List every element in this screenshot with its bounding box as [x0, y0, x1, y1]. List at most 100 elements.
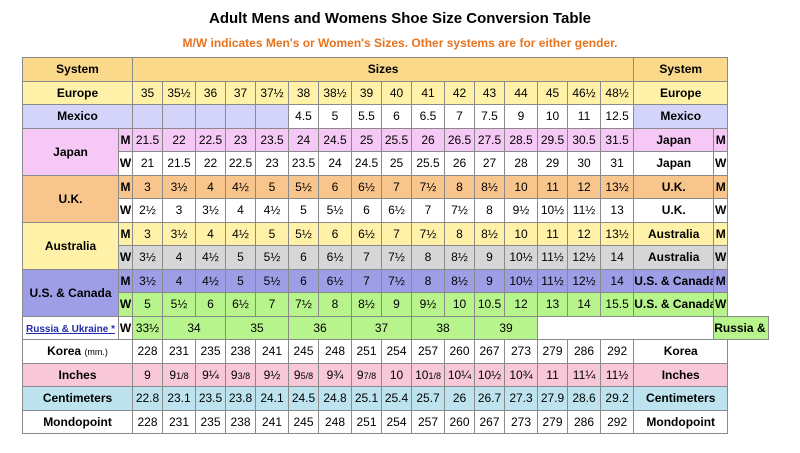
women-marker: W: [117, 198, 134, 223]
cell: 4.5: [288, 104, 320, 129]
cell: 10½: [537, 198, 569, 223]
women-marker-right: W: [713, 245, 729, 270]
header-row: System Sizes System: [21, 57, 769, 82]
cell: 12: [567, 174, 602, 199]
cell: 7½: [381, 268, 413, 293]
mexico-row: Mexico 4.5 5 5.5 6 6.5 7 7.5 9 10 11 12.…: [21, 104, 769, 129]
cell: 6: [195, 292, 227, 317]
cell: 4: [195, 221, 227, 246]
cell: 4½: [255, 198, 290, 223]
cell: 22: [195, 151, 227, 176]
cell: 24.5: [318, 127, 353, 152]
cell: 12½: [567, 245, 602, 270]
cell: 11: [537, 221, 569, 246]
centimeters-row: Centimeters 22.8 23.1 23.5 23.8 24.1 24.…: [21, 386, 769, 411]
russia-label-cell[interactable]: Russia & Ukraine *: [22, 315, 119, 340]
women-marker-right: W: [713, 198, 729, 223]
cell: 11½: [537, 268, 569, 293]
cell: 7½: [411, 174, 446, 199]
europe-row: Europe 35 35½ 36 37 37½ 38 38½ 39 40 41 …: [21, 80, 769, 105]
men-marker-right: M: [713, 221, 729, 246]
cell: 24: [288, 127, 320, 152]
cell: 9¼: [195, 362, 227, 387]
cell: 28: [504, 151, 539, 176]
cell: 254: [381, 409, 413, 434]
cell: 31.5: [600, 127, 635, 152]
system-header-left: System: [21, 57, 134, 82]
cell: 24.5: [288, 386, 320, 411]
cell: 231: [162, 409, 197, 434]
system-header-right: System: [633, 57, 729, 82]
cell: 6½: [318, 245, 353, 270]
cell: 279: [537, 409, 569, 434]
cell: 10½: [504, 245, 539, 270]
cell: 26: [444, 386, 476, 411]
cell: 38: [411, 315, 476, 340]
cell: 6½: [225, 292, 257, 317]
cell: 279: [537, 339, 569, 364]
cell: 9: [474, 268, 506, 293]
cell: 13: [600, 198, 635, 223]
cell: 286: [567, 409, 602, 434]
cell: 28.5: [504, 127, 539, 152]
cell: 15.5: [600, 292, 635, 317]
cell: 6.5: [411, 104, 446, 129]
mondopoint-label: Mondopoint: [21, 409, 134, 434]
australia-m-label-right: Australia: [633, 221, 715, 246]
cell: 13½: [600, 221, 635, 246]
cell: 6: [288, 245, 320, 270]
cell-fraction: 1/8: [428, 370, 441, 381]
cell: 21: [132, 151, 164, 176]
cell: 4½: [225, 221, 257, 246]
cell: 23.8: [225, 386, 257, 411]
cell-fraction: 5/8: [300, 370, 314, 381]
cell: 292: [600, 409, 635, 434]
cell: 238: [225, 339, 257, 364]
men-marker-right: M: [713, 127, 729, 152]
cell-fraction: 1/8: [176, 370, 189, 381]
cell: 8: [411, 245, 446, 270]
cell: 5½: [318, 198, 353, 223]
cell: 21.5: [162, 151, 197, 176]
japan-w-row: W 21 21.5 22 22.5 23 23.5 24 24.5 25 25.…: [22, 151, 769, 176]
russia-ukraine-link[interactable]: Russia & Ukraine *: [26, 323, 115, 335]
women-marker-right: W: [713, 151, 729, 176]
cell: 3½: [162, 174, 197, 199]
cell: 6: [288, 268, 320, 293]
korea-row: Korea (mm.) 228 231 235 238 241 245 248 …: [21, 339, 769, 364]
cell: 10¾: [504, 362, 539, 387]
cell: 27.5: [474, 127, 506, 152]
cell: 43: [474, 80, 506, 105]
cell: 12½: [567, 268, 602, 293]
cell-fraction: 3/8: [237, 370, 251, 381]
cell: 21.5: [132, 127, 164, 152]
uk-m-row: U.K. M 3 3½ 4 4½ 5 5½ 6 6½ 7 7½ 8 8½ 10 …: [22, 174, 769, 223]
japan-w-label-right: Japan: [633, 151, 715, 176]
cell: 7½: [381, 245, 413, 270]
cell: 11: [537, 362, 569, 387]
sizes-header: Sizes: [132, 57, 635, 82]
men-marker-right: M: [713, 174, 729, 199]
cell: 36: [288, 315, 353, 340]
cell: 12: [504, 292, 539, 317]
cell-whole: 9: [356, 367, 364, 382]
cell: 7½: [411, 221, 446, 246]
cell: 3: [132, 174, 164, 199]
cell: 5½: [255, 268, 290, 293]
men-marker: M: [117, 221, 134, 246]
cell: 2½: [132, 198, 164, 223]
cell: 12: [567, 221, 602, 246]
cell: 4: [162, 245, 197, 270]
us-canada-label: U.S. & Canada: [22, 268, 119, 317]
cell: 9: [132, 362, 164, 387]
cell: [225, 104, 257, 129]
cell: 8: [411, 268, 446, 293]
cell-empty: [537, 315, 715, 340]
cell: 8: [444, 174, 476, 199]
japan-label: Japan: [22, 127, 119, 176]
cell: 7: [381, 221, 413, 246]
cell: 41: [411, 80, 446, 105]
cell: 9¾: [318, 362, 353, 387]
cell: [195, 104, 227, 129]
cell: 241: [255, 339, 290, 364]
